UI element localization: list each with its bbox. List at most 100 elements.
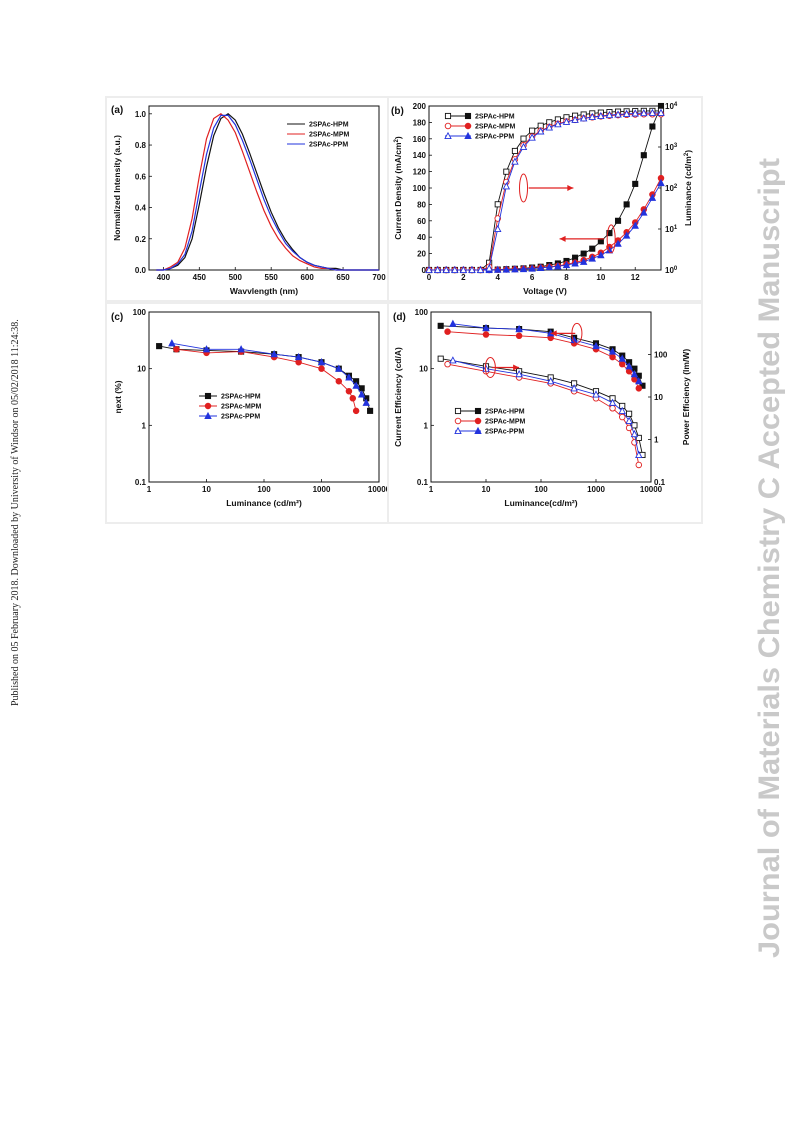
chart-d-y-tick-label: 1 <box>424 421 429 430</box>
chart-b-point <box>649 123 656 130</box>
chart-d-x-tick-label: 10000 <box>640 485 663 494</box>
chart-b-point <box>511 157 519 165</box>
chart-d-point <box>609 353 616 361</box>
journal-watermark: Journal of Materials Chemistry C Accepte… <box>753 158 786 958</box>
chart-b-legend-marker-filled <box>464 122 472 130</box>
chart-d-legend-label: 2SPAc-MPM <box>485 419 525 426</box>
chart-b-callout-ellipse <box>519 173 529 203</box>
chart-b-y-tick-label: 100 <box>413 184 427 193</box>
chart-b-point <box>528 264 536 272</box>
chart-a-x-tick-label: 450 <box>193 273 207 282</box>
chart-a-y-tick-label: 0.6 <box>135 172 147 181</box>
chart-c-point <box>367 407 374 414</box>
chart-b-point <box>519 142 528 151</box>
chart-d-point <box>608 398 617 406</box>
chart-b-point <box>622 231 631 239</box>
watermark-text: Journal of Materials Chemistry C Accepte… <box>753 158 786 958</box>
chart-b-point <box>589 245 596 252</box>
chart-b-point <box>605 246 614 254</box>
chart-b-point <box>536 263 545 272</box>
chart-b-x-tick-label: 10 <box>596 273 605 282</box>
panel-b: (b) 0 2 4 6 8 10 12 0 20 40 60 80 100 120 140 160 180 200 1… <box>389 98 701 300</box>
chart-b-point <box>529 127 536 134</box>
chart-d-y-tick-label: 10 <box>419 365 428 374</box>
chart-d-point <box>618 360 626 368</box>
chart-b-callout-ellipse-2 <box>606 224 616 254</box>
side-note: Published on 05 February 2018. Downloade… <box>10 319 21 706</box>
chart-b-point <box>614 110 622 118</box>
chart-d-panel-label: (d) <box>393 312 406 323</box>
chart-b-y2-tick-label: 104 <box>665 102 678 111</box>
chart-a-panel-label: (a) <box>111 105 123 116</box>
chart-d-point <box>635 377 643 385</box>
chart-c-panel-label: (c) <box>111 312 123 323</box>
chart-d-legend-label: 2SPAc-PPM <box>485 429 524 436</box>
chart-d-y2-tick-label: 10 <box>654 393 663 402</box>
chart-b-point <box>562 117 571 125</box>
chart-c-point <box>362 398 370 406</box>
chart-d-point <box>570 384 578 392</box>
chart-d-point <box>635 385 643 392</box>
chart-c-point <box>202 345 211 353</box>
chart-b-legend-marker-open <box>444 122 452 130</box>
chart-b-point <box>476 265 485 274</box>
chart-a-y-axis-title: Normalized Intensity (a.u.) <box>112 135 122 241</box>
chart-b-arrow-left-head <box>559 235 566 242</box>
chart-b-point <box>571 259 579 267</box>
chart-a-legend-label: 2SPAc-PPM <box>309 142 348 149</box>
chart-d-point <box>482 331 490 338</box>
chart-c-y-tick-label: 0.1 <box>135 478 147 487</box>
chart-c-point <box>294 352 303 361</box>
chart-d-y-tick-label: 100 <box>415 308 429 317</box>
chart-a-y-tick-label: 0.2 <box>135 235 147 244</box>
chart-c-point <box>349 395 357 402</box>
chart-d-point <box>515 332 523 340</box>
chart-b-point <box>485 264 493 272</box>
chart-b-point <box>494 201 501 208</box>
chart-b-point <box>648 193 657 201</box>
chart-d-legend-marker-filled <box>474 426 482 435</box>
chart-d-point <box>449 356 457 364</box>
chart-b-point <box>433 265 442 274</box>
chart-b-point <box>588 254 596 262</box>
chart-b-legend-label: 2SPAc-MPM <box>475 124 515 131</box>
chart-b-point <box>657 178 665 187</box>
chart-b-point <box>631 109 639 117</box>
chart-b-point <box>511 265 519 273</box>
chart-b-panel-label: (b) <box>391 106 404 117</box>
chart-c-x-tick-label: 1000 <box>313 485 331 494</box>
chart-c-legend-marker <box>204 402 212 410</box>
chart-b-point <box>442 265 450 274</box>
chart-b-point <box>503 168 510 175</box>
chart-b-y2-axis-title: Luminance (cd/m2) <box>683 150 693 226</box>
chart-c-legend-label: 2SPAc-PPM <box>221 414 260 421</box>
chart-a-x-axis-title: Wavvlength (nm) <box>230 286 298 296</box>
chart-b-legend-label: 2SPAc-PPM <box>475 134 514 141</box>
panel-d: (d) 1 10 100 1000 10000 0.1 1 10 100 0.1 1 10 100 Lumi… <box>389 304 701 522</box>
chart-b-point <box>657 108 665 116</box>
chart-b-point <box>502 182 511 190</box>
chart-c-x-tick-label: 100 <box>257 485 271 494</box>
chart-c-point <box>168 339 176 347</box>
chart-d-point <box>437 355 444 362</box>
chart-b-y-tick-label: 40 <box>417 233 426 242</box>
chart-a-y-tick-label: 0.4 <box>135 204 147 213</box>
chart-a-legend-label: 2SPAc-HPM <box>309 122 349 129</box>
chart-b-x-tick-label: 4 <box>496 273 501 282</box>
chart-c-x-axis-title: Luminance (cd/m²) <box>226 498 302 508</box>
chart-d-point <box>546 377 555 385</box>
chart-a-x-tick-label: 400 <box>157 273 171 282</box>
chart-b-series-line <box>429 113 661 271</box>
chart-d-point <box>630 429 639 438</box>
chart-b-point <box>545 262 554 271</box>
chart-d-point <box>449 319 457 327</box>
chart-b-legend-label: 2SPAc-HPM <box>475 114 515 121</box>
chart-d-arrow-left-head <box>550 330 557 337</box>
chart-b-point <box>597 238 604 245</box>
chart-b-x-tick-label: 8 <box>564 273 569 282</box>
chart-d-point <box>618 406 626 414</box>
chart-c-plot-frame <box>148 311 380 483</box>
chart-b-point <box>502 265 511 273</box>
chart-d-point <box>625 416 633 424</box>
